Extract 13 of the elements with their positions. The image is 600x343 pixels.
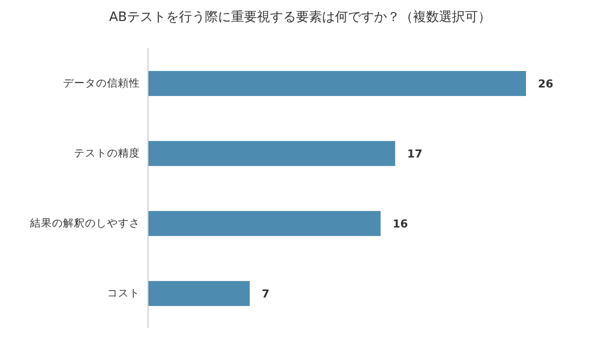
bar [148, 141, 396, 166]
y-tick-label: データの信頼性 [63, 78, 140, 90]
bar [148, 71, 526, 96]
y-tick-label: 結果の解釈のしやすさ [29, 216, 140, 230]
y-tick-label: テストの精度 [74, 146, 140, 160]
data-label: 16 [392, 217, 408, 230]
bar [148, 281, 250, 306]
data-label: 26 [538, 77, 554, 90]
chart-title: ABテストを行う際に重要視する要素は何ですか？（複数選択可） [108, 9, 492, 26]
y-tick-label: コスト [107, 288, 140, 300]
bar [148, 211, 381, 236]
data-label: 17 [407, 147, 422, 160]
data-label: 7 [262, 287, 270, 300]
